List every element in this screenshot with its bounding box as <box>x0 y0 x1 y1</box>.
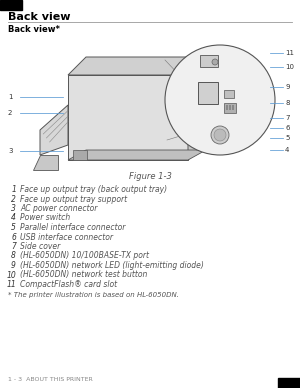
Text: Power switch: Power switch <box>20 213 70 222</box>
Circle shape <box>211 126 229 144</box>
Circle shape <box>214 129 226 141</box>
Bar <box>226 105 227 110</box>
Bar <box>278 378 300 388</box>
Text: 8: 8 <box>285 100 290 106</box>
Text: (HL-6050DN) 10/100BASE-TX port: (HL-6050DN) 10/100BASE-TX port <box>20 251 149 260</box>
Bar <box>0 0 22 10</box>
Bar <box>190 127 200 135</box>
Text: 11: 11 <box>6 280 16 289</box>
Bar <box>68 75 188 160</box>
Text: 1 - 3  ABOUT THIS PRINTER: 1 - 3 ABOUT THIS PRINTER <box>8 377 93 382</box>
Text: (HL-6050DN) network LED (light-emitting diode): (HL-6050DN) network LED (light-emitting … <box>20 261 204 270</box>
Text: CompactFlash® card slot: CompactFlash® card slot <box>20 280 117 289</box>
Text: Face up output tray support: Face up output tray support <box>20 194 127 203</box>
Text: 7: 7 <box>285 115 290 121</box>
Text: Back view*: Back view* <box>8 24 60 33</box>
Bar <box>190 115 200 123</box>
Bar <box>224 90 234 98</box>
Text: 9: 9 <box>285 84 290 90</box>
Bar <box>224 103 236 113</box>
Bar <box>229 105 230 110</box>
Text: 5: 5 <box>11 223 16 232</box>
Text: 6: 6 <box>11 232 16 241</box>
Bar <box>232 105 233 110</box>
Text: Face up output tray (back output tray): Face up output tray (back output tray) <box>20 185 167 194</box>
Text: 2: 2 <box>11 194 16 203</box>
Circle shape <box>165 45 275 155</box>
Text: 9: 9 <box>11 261 16 270</box>
Polygon shape <box>68 150 206 160</box>
Text: (HL-6050DN) network test button: (HL-6050DN) network test button <box>20 270 147 279</box>
Text: AC power connector: AC power connector <box>20 204 98 213</box>
Text: Back view: Back view <box>8 12 70 22</box>
Bar <box>190 90 200 98</box>
Polygon shape <box>33 155 58 170</box>
Text: 1: 1 <box>11 185 16 194</box>
Text: Figure 1-3: Figure 1-3 <box>129 172 171 181</box>
Text: 4: 4 <box>285 147 290 153</box>
Text: USB interface connector: USB interface connector <box>20 232 113 241</box>
Polygon shape <box>68 57 206 75</box>
Bar <box>198 82 218 104</box>
Text: 4: 4 <box>11 213 16 222</box>
Text: 11: 11 <box>285 50 294 56</box>
Text: 3: 3 <box>8 148 13 154</box>
Text: 10: 10 <box>6 270 16 279</box>
Bar <box>73 150 87 160</box>
Text: 7: 7 <box>11 242 16 251</box>
Polygon shape <box>188 57 206 160</box>
Bar <box>200 55 218 67</box>
Text: 10: 10 <box>285 64 294 70</box>
Text: 1: 1 <box>8 94 13 100</box>
Text: 5: 5 <box>285 135 290 141</box>
Text: Side cover: Side cover <box>20 242 60 251</box>
Text: 2: 2 <box>8 110 12 116</box>
Circle shape <box>212 59 218 65</box>
Text: 8: 8 <box>11 251 16 260</box>
Bar <box>190 103 200 111</box>
Polygon shape <box>40 105 68 155</box>
Text: 3: 3 <box>11 204 16 213</box>
Text: * The printer illustration is based on HL-6050DN.: * The printer illustration is based on H… <box>8 291 179 298</box>
Text: Parallel interface connector: Parallel interface connector <box>20 223 125 232</box>
Text: 6: 6 <box>285 125 290 131</box>
